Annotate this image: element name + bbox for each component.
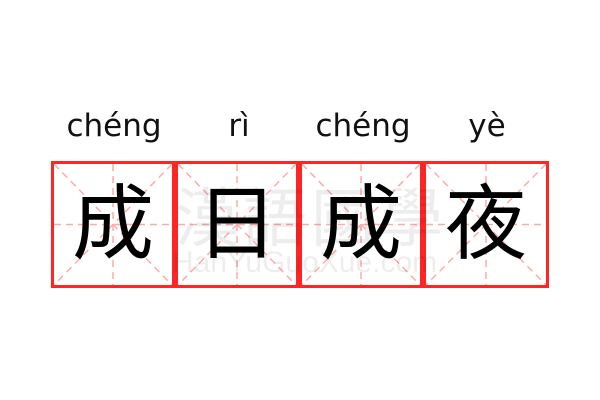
pinyin-2: rì [228,108,250,144]
guide-lines [426,164,546,285]
character-grid: 成 日 成 夜 [51,161,549,288]
pinyin-3: chéng [315,108,411,144]
character-3: 成 [319,177,402,272]
guide-lines [302,164,420,285]
character-2: 日 [195,177,278,272]
character-cell: 成 [299,161,423,288]
guide-lines [54,164,172,285]
pinyin-1: chéng [66,108,162,144]
character-cell: 成 [51,161,175,288]
character-cell: 夜 [423,161,549,288]
character-4: 夜 [444,177,527,272]
character-cell: 日 [175,161,299,288]
pinyin-4: yè [468,108,506,144]
guide-lines [178,164,296,285]
character-1: 成 [71,177,154,272]
